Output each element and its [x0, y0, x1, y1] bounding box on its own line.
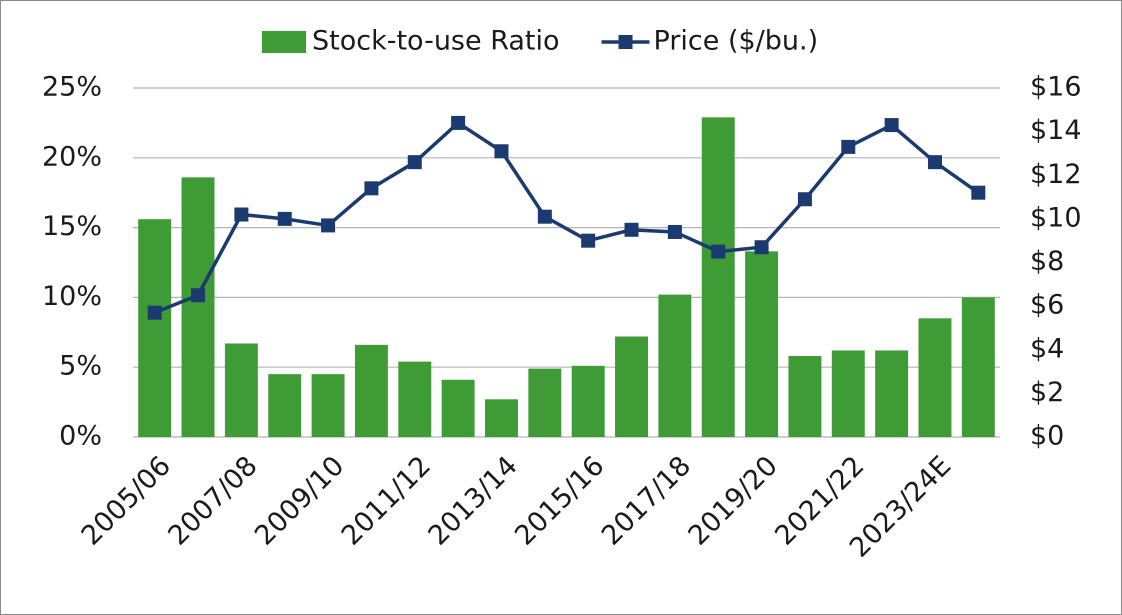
price-line [154, 120, 980, 315]
y-tick-label: 0% [59, 421, 102, 452]
price-marker [147, 305, 162, 320]
y2-tick-label: $6 [1030, 290, 1064, 321]
bar [745, 251, 779, 437]
legend-label: Stock-to-use Ratio [312, 26, 560, 57]
price-marker [797, 192, 812, 207]
bar [181, 177, 215, 437]
y-tick-label: 20% [42, 141, 102, 172]
bar [354, 344, 388, 437]
bar [528, 368, 562, 437]
price-marker [277, 211, 292, 226]
bar [831, 350, 865, 437]
price-marker [667, 224, 682, 239]
y2-tick-label: $14 [1030, 115, 1082, 146]
bar [224, 343, 258, 437]
price-marker [927, 155, 942, 170]
y2-tick-label: $8 [1030, 246, 1064, 277]
bar [961, 297, 995, 437]
price-marker [537, 209, 552, 224]
bar [788, 356, 822, 437]
price-marker [234, 207, 249, 222]
legend-label: Price ($/bu.) [654, 26, 819, 57]
price-marker [364, 181, 379, 196]
y-tick-label: 15% [42, 211, 102, 242]
bar [138, 219, 172, 437]
price-marker [451, 115, 466, 130]
y2-tick-label: $2 [1030, 377, 1064, 408]
price-marker [191, 288, 206, 303]
price-marker [841, 139, 856, 154]
price-marker [884, 118, 899, 133]
bar [268, 374, 302, 437]
legend-marker [618, 35, 633, 49]
price-marker [581, 233, 596, 248]
legend-swatch [262, 31, 306, 53]
bar [311, 374, 345, 437]
legend: Stock-to-use Ratio Price ($/bu.) [262, 26, 818, 57]
y-tick-label: 25% [42, 72, 102, 103]
price-marker [624, 222, 639, 237]
price-marker [494, 144, 509, 159]
price-marker [711, 244, 726, 259]
bar [571, 365, 605, 437]
bar [485, 399, 518, 437]
y2-tick-label: $0 [1030, 421, 1064, 452]
price-marker [321, 218, 336, 233]
bar [875, 350, 909, 437]
bar [441, 379, 475, 437]
y-tick-label: 5% [59, 351, 102, 382]
y2-tick-label: $10 [1030, 202, 1082, 233]
bar [615, 336, 648, 437]
bar [701, 117, 735, 437]
y2-tick-label: $12 [1030, 159, 1082, 190]
y2-tick-label: $16 [1030, 72, 1082, 103]
price-marker [754, 240, 769, 255]
bar [398, 361, 432, 437]
bar [658, 294, 692, 437]
y-tick-label: 10% [42, 281, 102, 312]
price-marker [407, 155, 422, 170]
y2-tick-label: $4 [1030, 333, 1064, 364]
price-marker [971, 185, 986, 200]
bar [918, 318, 952, 437]
